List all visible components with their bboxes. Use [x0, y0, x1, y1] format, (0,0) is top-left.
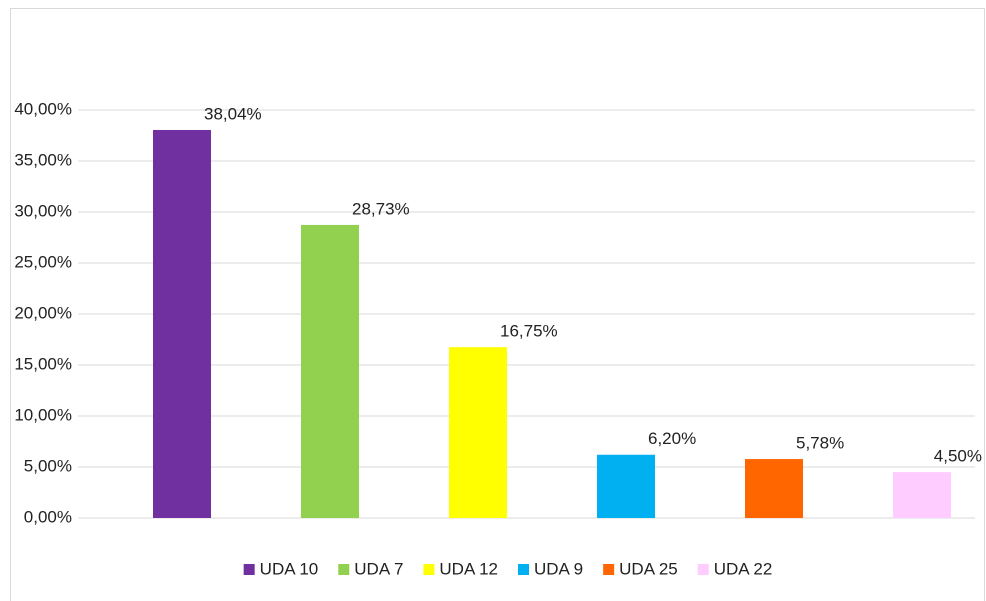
data-label: 4,50% [934, 447, 982, 466]
legend-label: UDA 25 [619, 559, 678, 578]
legend-label: UDA 10 [260, 559, 319, 578]
y-tick-label: 30,00% [14, 201, 72, 220]
legend-swatch [423, 564, 435, 575]
data-label: 16,75% [500, 322, 558, 341]
bar [153, 129, 211, 518]
data-label: 28,73% [352, 199, 410, 218]
data-label: 38,04% [204, 104, 262, 123]
y-tick-label: 10,00% [14, 405, 72, 424]
legend-label: UDA 12 [439, 559, 498, 578]
legend-swatch [603, 564, 615, 575]
y-tick-label: 40,00% [14, 99, 72, 118]
y-tick-label: 20,00% [14, 303, 72, 322]
data-label: 6,20% [648, 429, 696, 448]
data-label: 5,78% [796, 434, 844, 453]
y-tick-label: 5,00% [24, 456, 72, 475]
legend-label: UDA 9 [534, 559, 583, 578]
legend-swatch [518, 564, 529, 575]
y-tick-label: 0,00% [24, 507, 72, 526]
bar [597, 454, 655, 518]
bar [449, 347, 507, 518]
legend-label: UDA 7 [354, 559, 403, 578]
bar [301, 224, 359, 519]
legend-swatch [697, 564, 709, 575]
legend-swatch [243, 564, 255, 575]
bar [745, 459, 803, 518]
y-tick-label: 15,00% [14, 354, 72, 373]
legend-label: UDA 22 [714, 559, 773, 578]
y-tick-label: 35,00% [14, 150, 72, 169]
bar [893, 472, 951, 518]
y-tick-label: 25,00% [14, 252, 72, 271]
legend-swatch [338, 564, 350, 575]
